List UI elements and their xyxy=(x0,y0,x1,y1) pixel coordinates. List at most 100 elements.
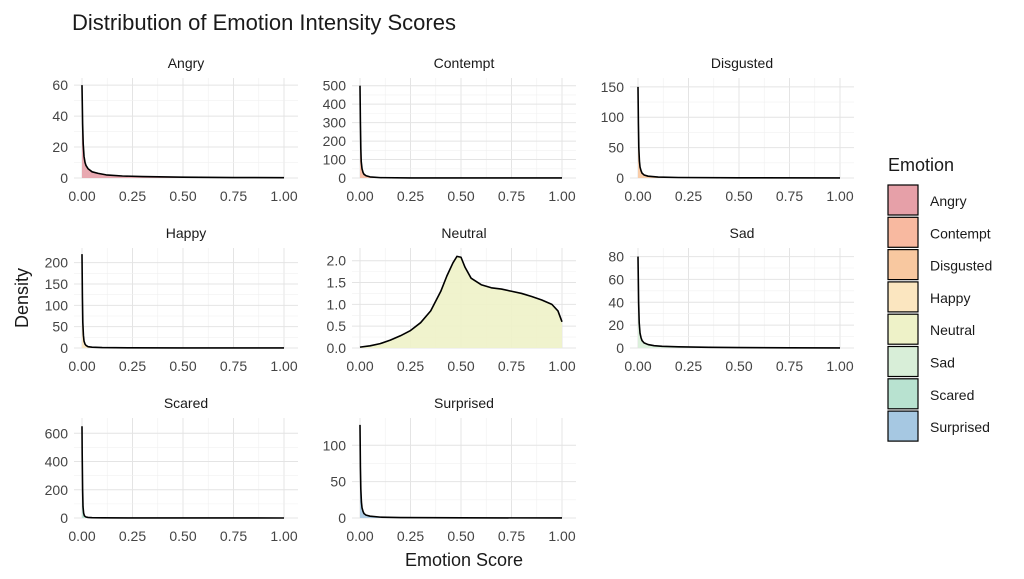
panel-title-sad: Sad xyxy=(730,225,755,241)
density-line-happy xyxy=(81,254,285,349)
x-tick-label: 1.00 xyxy=(826,358,853,374)
density-line-surprised xyxy=(359,424,563,519)
legend-item-neutral: Neutral xyxy=(887,313,975,345)
x-tick-label: 0.75 xyxy=(498,188,525,204)
legend-key-happy xyxy=(887,281,919,313)
y-tick-label: 0 xyxy=(60,510,68,526)
x-tick-label: 0.25 xyxy=(119,358,146,374)
y-tick-label: 1.5 xyxy=(327,275,347,291)
y-tick-label: 0 xyxy=(616,170,624,186)
y-tick-label: 100 xyxy=(45,297,69,313)
chart-title: Distribution of Emotion Intensity Scores xyxy=(72,10,456,35)
legend-item-contempt: Contempt xyxy=(887,216,991,248)
panel-title-angry: Angry xyxy=(168,55,205,71)
x-tick-label: 0.00 xyxy=(624,188,651,204)
legend-label-happy: Happy xyxy=(930,290,970,306)
x-tick-label: 0.00 xyxy=(346,358,373,374)
legend-label-sad: Sad xyxy=(930,355,955,371)
panel-neutral: Neutral 0.0 0.5 1.0 1.5 2.0 0.00 0.25 0.50 0.75 1.… xyxy=(327,225,576,374)
legend-key-contempt xyxy=(887,216,919,248)
legend-key-disgusted xyxy=(887,249,919,281)
legend-title: Emotion xyxy=(888,155,954,175)
panel-surprised: Surprised 0 50 100 0.00 0.25 0.50 0.75 1.00 xyxy=(323,395,576,544)
y-tick-label: 60 xyxy=(52,77,68,93)
panel-title-scared: Scared xyxy=(164,395,208,411)
x-tick-label: 0.00 xyxy=(346,528,373,544)
y-tick-label: 150 xyxy=(601,79,625,95)
x-tick-label: 0.00 xyxy=(346,188,373,204)
y-tick-label: 400 xyxy=(45,454,69,470)
legend-label-neutral: Neutral xyxy=(930,322,975,338)
density-line-contempt xyxy=(359,85,563,179)
y-tick-label: 40 xyxy=(52,108,68,124)
y-tick-label: 80 xyxy=(608,249,624,265)
legend-label-angry: Angry xyxy=(930,193,967,209)
x-tick-label: 0.00 xyxy=(68,528,95,544)
legend-key-angry xyxy=(887,184,919,216)
density-area-neutral xyxy=(360,256,562,348)
legend-key-neutral xyxy=(887,313,919,345)
panel-title-contempt: Contempt xyxy=(434,55,495,71)
panel-scared: Scared 0 200 400 600 0.00 0.25 0.50 0.75 1.00 xyxy=(45,395,298,544)
panel-title-happy: Happy xyxy=(166,225,206,241)
density-line-angry xyxy=(81,85,285,179)
y-tick-label: 0 xyxy=(338,170,346,186)
y-tick-label: 0.5 xyxy=(327,318,347,334)
y-tick-label: 1.0 xyxy=(327,296,347,312)
y-tick-label: 0 xyxy=(60,170,68,186)
y-tick-label: 100 xyxy=(601,109,625,125)
x-tick-label: 0.50 xyxy=(169,358,196,374)
x-tick-label: 0.75 xyxy=(776,188,803,204)
x-tick-label: 0.50 xyxy=(447,528,474,544)
x-tick-label: 0.75 xyxy=(776,358,803,374)
y-tick-label: 0 xyxy=(60,340,68,356)
y-tick-label: 100 xyxy=(323,437,347,453)
x-tick-label: 0.75 xyxy=(220,188,247,204)
x-tick-label: 0.50 xyxy=(725,188,752,204)
x-tick-label: 0.25 xyxy=(119,528,146,544)
x-tick-label: 1.00 xyxy=(548,358,575,374)
x-tick-label: 0.50 xyxy=(725,358,752,374)
y-tick-label: 20 xyxy=(52,139,68,155)
panel-contempt: Contempt 0 100 200 300 400 500 0.00 0.25 0.50 0.75… xyxy=(323,55,576,204)
x-tick-label: 1.00 xyxy=(548,188,575,204)
x-tick-label: 0.75 xyxy=(220,528,247,544)
x-tick-label: 1.00 xyxy=(826,188,853,204)
x-axis-label: Emotion Score xyxy=(405,550,523,570)
legend-label-surprised: Surprised xyxy=(930,419,990,435)
y-tick-label: 200 xyxy=(45,255,69,271)
x-tick-label: 0.25 xyxy=(119,188,146,204)
legend-item-angry: Angry xyxy=(887,184,967,216)
x-tick-label: 1.00 xyxy=(270,358,297,374)
x-tick-label: 0.25 xyxy=(397,358,424,374)
y-tick-label: 300 xyxy=(323,115,347,131)
x-tick-label: 0.00 xyxy=(68,358,95,374)
x-tick-label: 0.25 xyxy=(397,528,424,544)
density-line-sad xyxy=(637,256,841,349)
y-tick-label: 400 xyxy=(323,96,347,112)
legend-item-disgusted: Disgusted xyxy=(887,249,992,281)
y-tick-label: 0 xyxy=(616,340,624,356)
x-tick-label: 0.25 xyxy=(675,358,702,374)
panel-happy: Happy 0 50 100 150 200 0.00 0.25 0.50 0.75 1.00 xyxy=(45,225,298,374)
x-tick-label: 0.50 xyxy=(447,188,474,204)
panel-title-neutral: Neutral xyxy=(441,225,486,241)
panel-title-disgusted: Disgusted xyxy=(711,55,773,71)
density-line-neutral xyxy=(359,255,563,348)
x-tick-label: 0.50 xyxy=(447,358,474,374)
y-tick-label: 50 xyxy=(52,319,68,335)
x-tick-label: 0.50 xyxy=(169,188,196,204)
x-tick-label: 0.00 xyxy=(624,358,651,374)
legend: Angry Contempt Disgusted Happy Neutral Sad Sca… xyxy=(887,184,992,442)
y-tick-label: 150 xyxy=(45,276,69,292)
y-tick-label: 200 xyxy=(45,482,69,498)
density-line-scared xyxy=(81,426,285,519)
x-tick-label: 1.00 xyxy=(548,528,575,544)
x-tick-label: 0.00 xyxy=(68,188,95,204)
legend-label-disgusted: Disgusted xyxy=(930,258,992,274)
x-tick-label: 0.25 xyxy=(675,188,702,204)
panel-angry: Angry 0 20 40 60 0.00 0.25 0.50 0.75 1.00 xyxy=(52,55,298,204)
